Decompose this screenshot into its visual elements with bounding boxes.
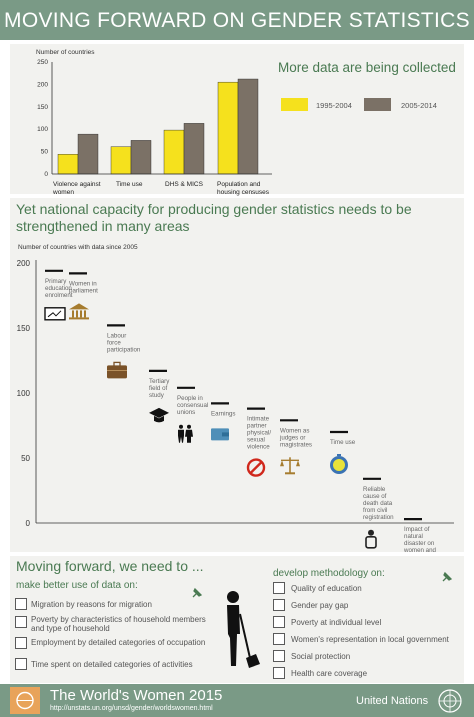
point-label-5: Earnings [211, 410, 235, 417]
point-label-6: Intimate partner physical/sexual violence [247, 416, 271, 451]
category-label-censuses: Population and housing censuses [217, 181, 270, 196]
bar-2005-2014-3 [237, 78, 259, 175]
person-sweeping-icon [227, 591, 260, 668]
chart2-ytick: 50 [21, 454, 30, 463]
parliament-icon [69, 303, 89, 320]
legend-swatch-1995-2004 [281, 98, 308, 111]
chart1-title: More data are being collected [278, 60, 456, 75]
chart2-ytick: 150 [17, 324, 31, 333]
item-gender-pay-gap: Gender pay gap [291, 601, 349, 610]
point-label-1: Women in parliament [69, 280, 98, 294]
bar-2005-2014-1 [130, 140, 152, 175]
couple-icon [178, 424, 193, 443]
item-social-protection: Social protection [291, 652, 351, 661]
legend-swatch-2005-2014 [364, 98, 391, 111]
legend-label-2005-2014: 2005-2014 [401, 101, 437, 110]
item-poverty-household: Poverty by characteristics of household … [31, 615, 206, 633]
category-label-time-use: Time use [116, 181, 143, 188]
checkbox-quality-education[interactable] [273, 582, 285, 594]
chart1-ytick: 50 [41, 149, 49, 156]
page-title: MOVING FORWARD ON GENDER STATISTICS [4, 9, 470, 32]
checkbox-gender-pay-gap[interactable] [273, 599, 285, 611]
bar-1995-2004-0 [57, 154, 79, 175]
scatter-chart-national-capacity: Yet national capacity for producing gend… [16, 201, 454, 554]
footer-url[interactable]: http://unstats.un.org/unsd/gender/worlds… [50, 705, 213, 712]
blackboard-icon [44, 307, 66, 321]
category-label-violence: Violence against women [52, 181, 101, 196]
pin-icon [192, 587, 203, 598]
bar-chart-data-collected: 0 50 100 150 200 250 Number of countries More… [36, 49, 456, 196]
chart1-ytick: 150 [37, 104, 48, 111]
chart2-title: Yet national capacity for producing gend… [16, 201, 416, 234]
develop-methodology-title: develop methodology on: [273, 568, 385, 579]
chart1-ytick: 200 [37, 81, 48, 88]
chart2-ytick: 200 [17, 259, 31, 268]
checkbox-women-local-government[interactable] [273, 633, 285, 645]
checkbox-migration[interactable] [15, 598, 27, 610]
item-time-spent: Time spent on detailed categories of act… [31, 660, 193, 669]
category-label-dhs-mics: DHS & MICS [165, 181, 204, 188]
item-poverty-individual: Poverty at individual level [291, 618, 382, 627]
point-label-9: Reliable cause of death data from civil regi… [363, 486, 394, 521]
point-label-3: Tertiary field of study [149, 378, 170, 399]
briefcase-icon [107, 361, 127, 379]
wallet-icon [211, 428, 229, 441]
stopwatch-icon [330, 454, 348, 474]
checkbox-poverty-individual[interactable] [273, 616, 285, 628]
bar-1995-2004-2 [163, 129, 185, 175]
chart2-ytick: 0 [26, 519, 31, 528]
chart1-ytick: 0 [44, 171, 48, 178]
checkbox-time-spent[interactable] [15, 658, 27, 670]
item-quality-education: Quality of education [291, 584, 362, 593]
item-migration: Migration by reasons for migration [31, 600, 152, 609]
chart1-ytick: 100 [37, 126, 48, 133]
point-label-7: Women as judges or magistrates [279, 427, 312, 448]
footer: The World's Women 2015 http://unstats.un… [0, 684, 474, 717]
chart1-ylabel: Number of countries [36, 49, 95, 56]
legend-label-1995-2004: 1995-2004 [316, 101, 352, 110]
checkbox-social-protection[interactable] [273, 650, 285, 662]
item-women-local-government: Women's representation in local governme… [291, 635, 449, 644]
point-label-8: Time use [330, 439, 356, 446]
item-employment: Employment by detailed categories of occ… [31, 638, 206, 647]
title-banner: MOVING FORWARD ON GENDER STATISTICS [0, 0, 474, 40]
point-label-0: Primary education enrolment [45, 278, 73, 299]
footer-org: United Nations [356, 695, 429, 707]
person-icon [365, 529, 377, 549]
footer-title: The World's Women 2015 [50, 687, 223, 704]
chart1-ytick: 250 [37, 59, 48, 66]
point-label-2: Labour force participation [107, 332, 141, 353]
item-health-care: Health care coverage [291, 669, 368, 678]
bar-1995-2004-1 [110, 146, 132, 175]
make-better-use-title: make better use of data on: [16, 580, 138, 591]
bar-2005-2014-0 [77, 133, 99, 175]
checkbox-health-care[interactable] [273, 667, 285, 679]
checkbox-employment[interactable] [15, 637, 27, 649]
chart2-ylabel: Number of countries with data since 2005 [18, 244, 138, 251]
worlds-women-logo-icon [10, 687, 40, 714]
un-emblem-icon [438, 689, 462, 713]
scales-icon [280, 457, 300, 475]
panel-national-capacity [10, 198, 464, 552]
bar-2005-2014-2 [183, 123, 205, 175]
checkbox-poverty-household[interactable] [15, 616, 27, 628]
pin-icon [442, 571, 453, 582]
prohibited-icon [246, 458, 266, 477]
bar-1995-2004-3 [217, 81, 239, 175]
moving-forward-heading: Moving forward, we need to ... [16, 558, 204, 574]
chart2-ytick: 100 [17, 389, 31, 398]
point-label-4: People in consensual unions [177, 395, 208, 416]
graduation-cap-icon [149, 407, 169, 423]
